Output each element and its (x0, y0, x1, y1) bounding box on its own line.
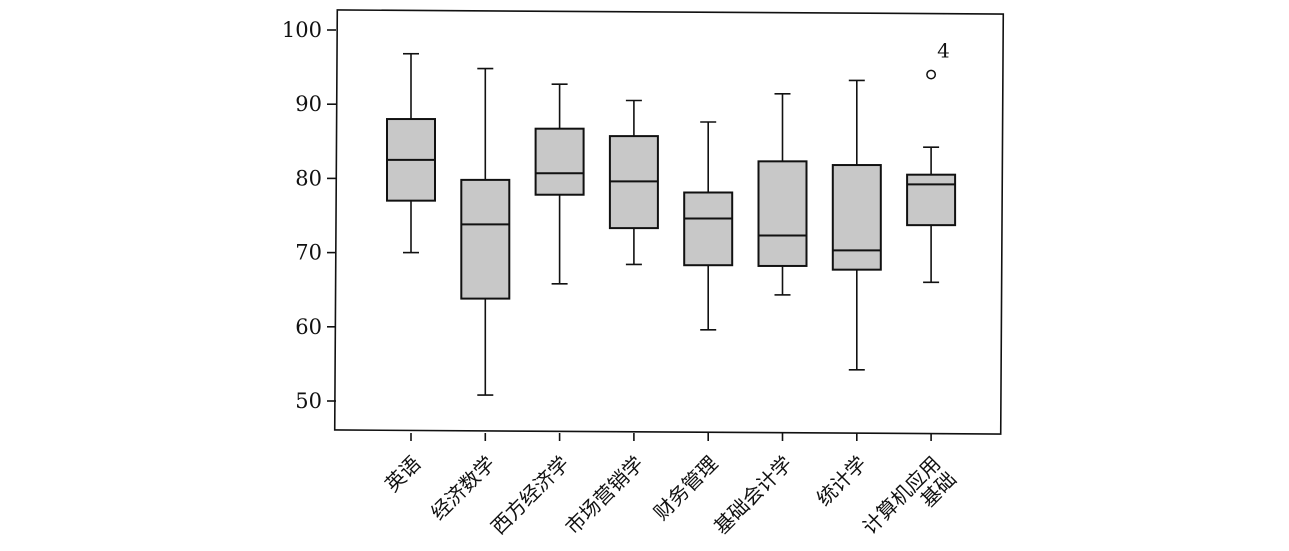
x-category-label: 市场营销学 (560, 451, 648, 539)
x-category-label-line: 财务管理 (649, 451, 723, 525)
y-tick-label: 50 (295, 389, 322, 413)
x-category-label: 基础会计学 (709, 451, 797, 539)
y-tick-label: 80 (295, 166, 322, 190)
y-tick-label: 60 (295, 315, 322, 339)
box-iqr (534, 127, 585, 196)
y-tick-label: 90 (295, 92, 322, 116)
box-group (608, 99, 659, 266)
box-group (906, 146, 957, 284)
box-iqr (683, 191, 734, 267)
x-category-label-line: 英语 (380, 451, 425, 496)
box-iqr (757, 160, 808, 267)
y-axis: 50 60 70 80 90 100 (282, 18, 336, 413)
outlier-point (926, 69, 937, 80)
x-category-label: 西方经济学 (486, 451, 574, 539)
box-iqr (906, 173, 957, 227)
x-category-label: 英语 (380, 451, 425, 496)
x-category-label: 财务管理 (649, 451, 723, 525)
box-group (386, 52, 436, 254)
x-category-label-line: 统计学 (812, 451, 871, 510)
box-group (534, 83, 585, 285)
box-group (683, 121, 734, 331)
outlier-label: 4 (937, 39, 950, 63)
y-tick-label: 100 (282, 18, 322, 42)
box-iqr (460, 178, 511, 300)
x-category-label-line: 西方经济学 (486, 451, 574, 539)
box-group (757, 93, 808, 296)
x-category-label: 经济数学 (426, 451, 500, 525)
box-group (831, 79, 882, 371)
box-group (460, 67, 511, 396)
x-category-label-line: 市场营销学 (560, 451, 648, 539)
x-category-label: 统计学 (812, 451, 871, 510)
y-tick-label: 70 (295, 241, 322, 265)
plot-frame (333, 9, 1005, 435)
box-series: 4 (386, 39, 957, 396)
x-category-label-line: 经济数学 (426, 451, 500, 525)
x-category-label-line: 基础会计学 (709, 451, 797, 539)
box-iqr (831, 164, 882, 271)
x-category-label: 计算机应用基础 (858, 451, 961, 551)
